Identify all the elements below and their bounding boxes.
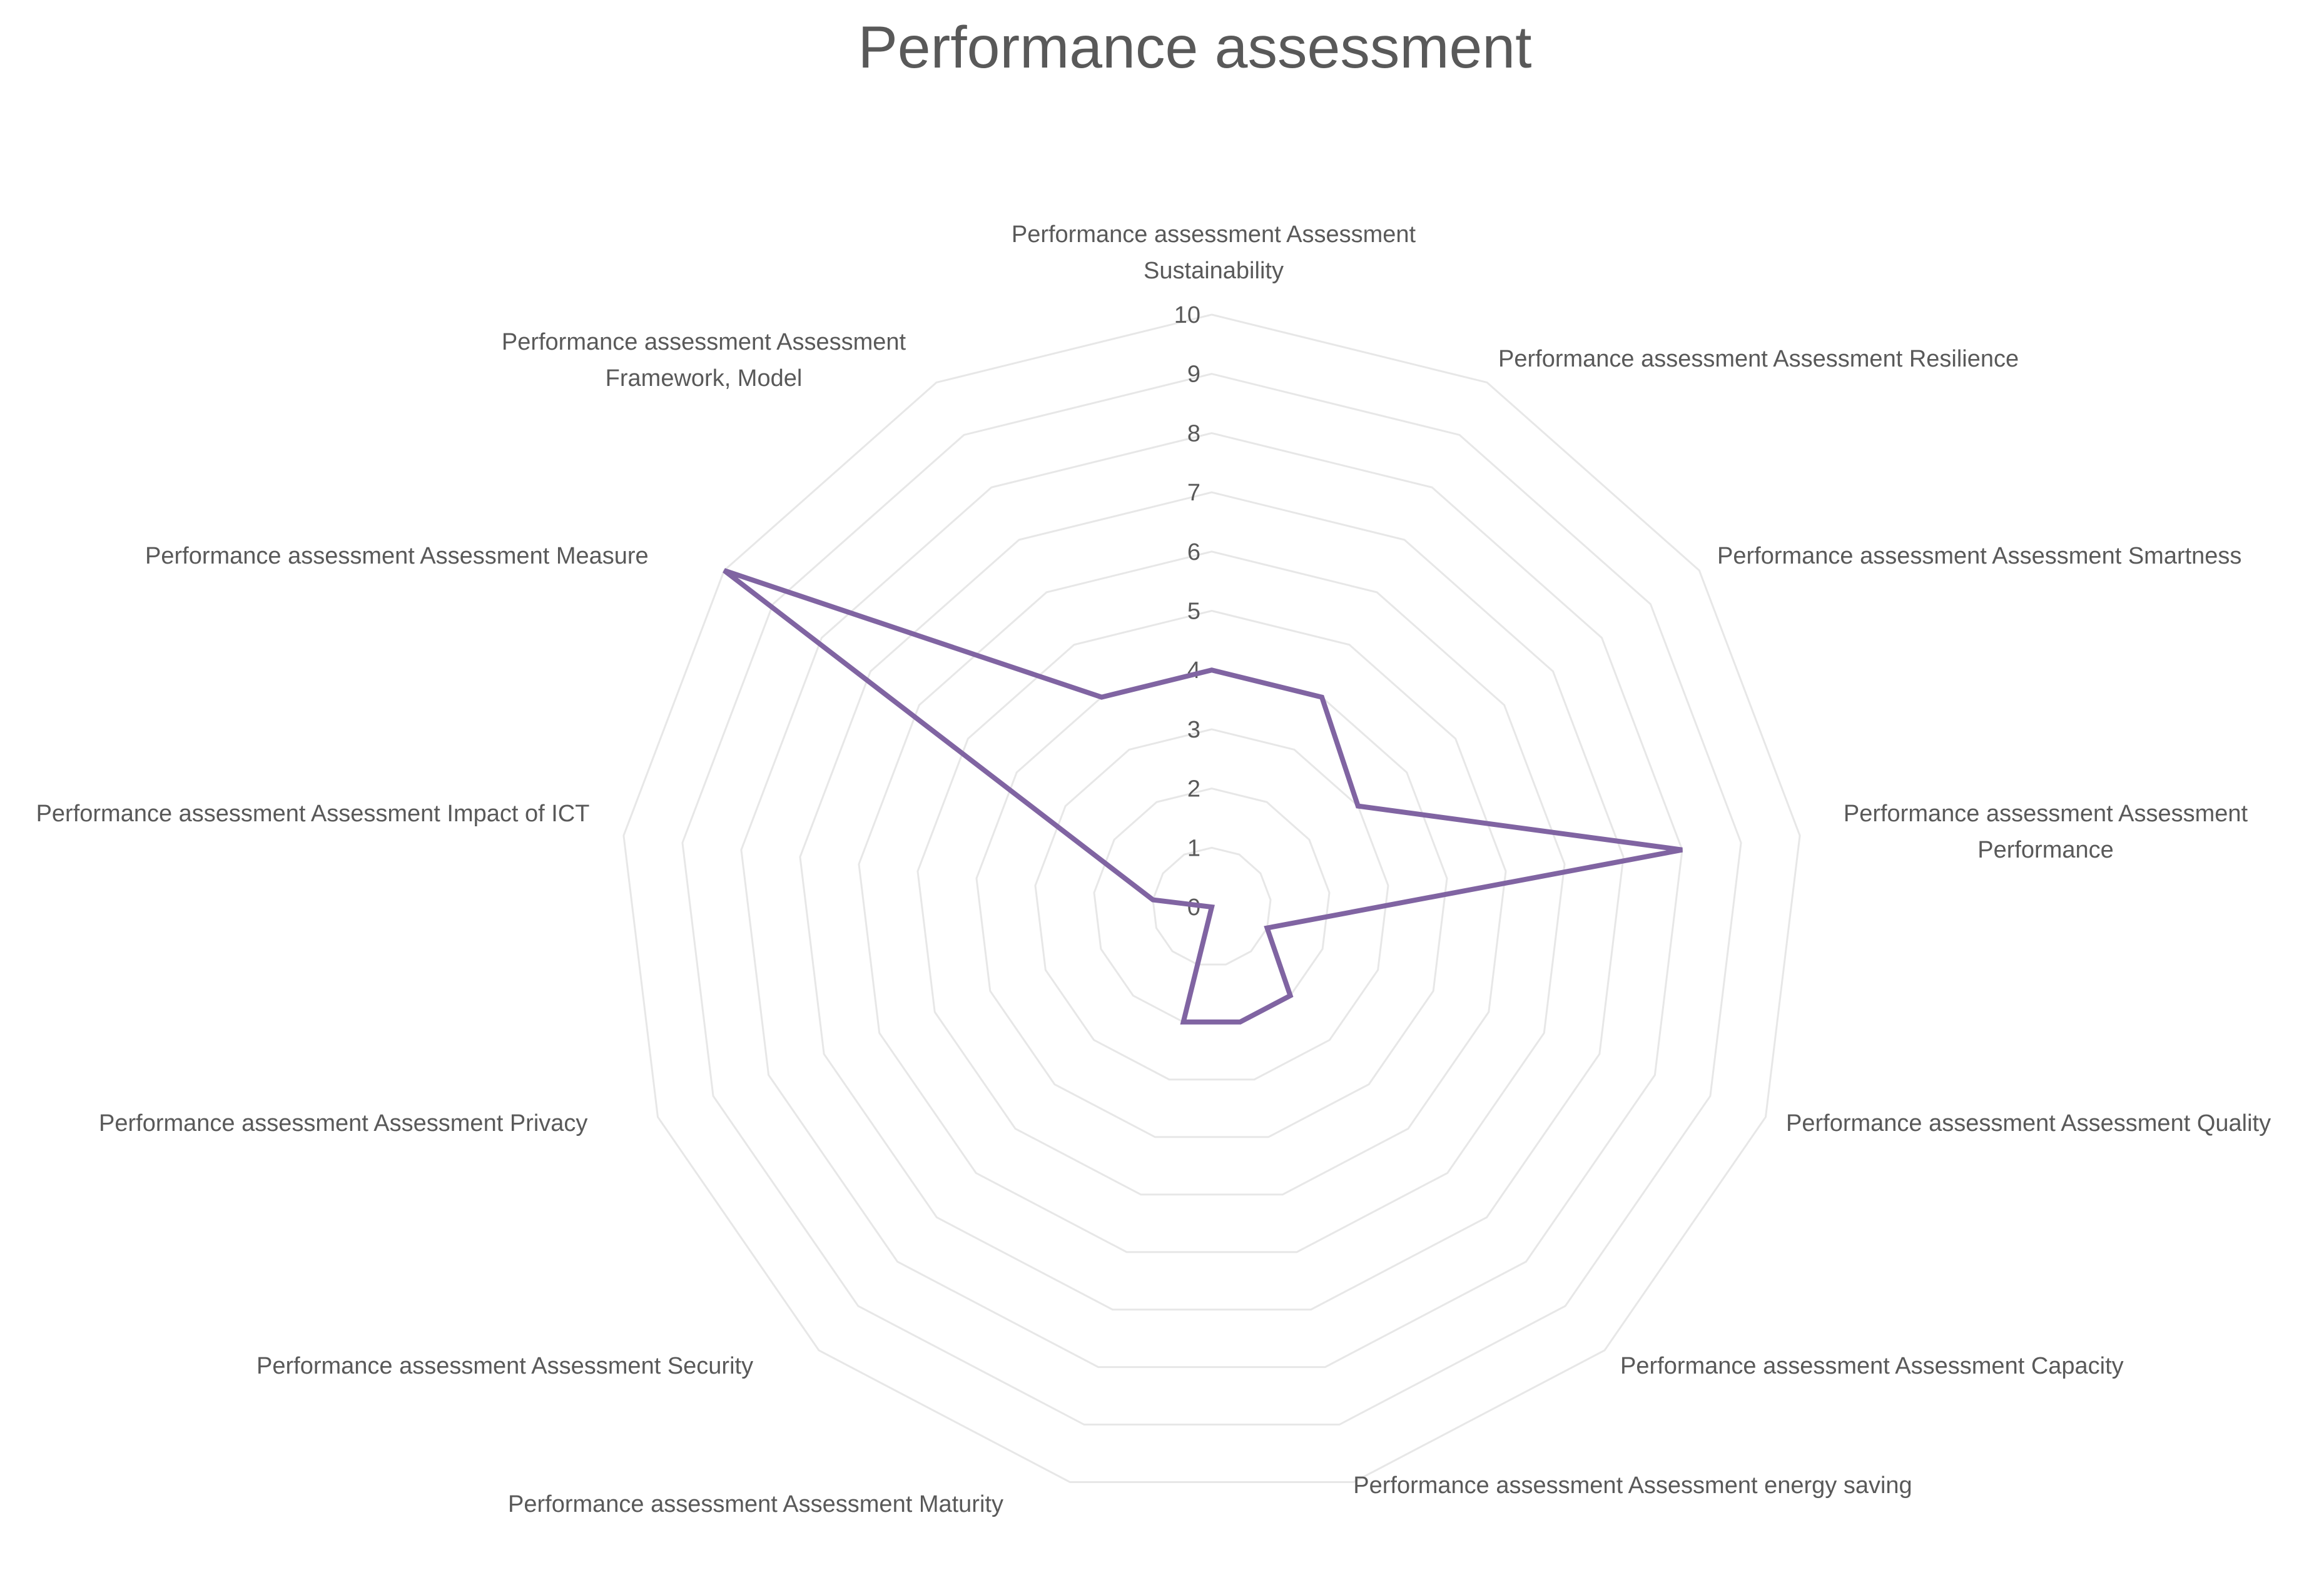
- category-label-resilience: Performance assessment Assessment Resili…: [1498, 346, 2019, 372]
- grid-ring-4: [975, 669, 1448, 1138]
- tick-label-9: 9: [1187, 362, 1200, 388]
- tick-label-2: 2: [1187, 776, 1200, 803]
- tick-label-3: 3: [1187, 717, 1200, 743]
- tick-label-8: 8: [1187, 420, 1200, 447]
- category-label-smartness: Performance assessment Assessment Smartn…: [1717, 543, 2242, 569]
- tick-layer: 0 1 2 3 4 5 6 7 8 9 10: [1174, 302, 1200, 921]
- chart-title: Performance assessment: [858, 14, 1532, 81]
- tick-label-10: 10: [1174, 302, 1200, 328]
- category-label-capacity: Performance assessment Assessment Capaci…: [1620, 1353, 2124, 1379]
- grid-ring-7: [799, 491, 1625, 1311]
- grid-ring-9: [681, 373, 1742, 1426]
- category-label-impact-of-ict: Performance assessment Assessment Impact…: [36, 801, 590, 827]
- category-label-privacy: Performance assessment Assessment Privac…: [99, 1110, 588, 1137]
- grid-ring-6: [858, 550, 1566, 1253]
- tick-label-5: 5: [1187, 599, 1200, 625]
- category-label-quality: Performance assessment Assessment Qualit…: [1786, 1110, 2271, 1137]
- series-line-0: [723, 568, 1683, 1025]
- tick-label-0: 0: [1187, 894, 1200, 921]
- category-label-maturity: Performance assessment Assessment Maturi…: [508, 1491, 1003, 1517]
- grid-ring-3: [1034, 728, 1389, 1081]
- category-label-performance: Performance assessment Assessment Perfor…: [1843, 801, 2248, 863]
- tick-label-1: 1: [1187, 835, 1200, 861]
- category-label-sustainability: Performance assessment Assessment Sustai…: [1011, 221, 1416, 284]
- grid-ring-10: [622, 313, 1801, 1483]
- tick-label-7: 7: [1187, 480, 1200, 506]
- grid-ring-8: [740, 432, 1683, 1369]
- category-label-security: Performance assessment Assessment Securi…: [256, 1353, 754, 1379]
- category-label-measure: Performance assessment Assessment Measur…: [145, 543, 649, 569]
- series-layer: [723, 568, 1683, 1025]
- tick-label-4: 4: [1187, 657, 1200, 684]
- category-label-energy-saving: Performance assessment Assessment energy…: [1353, 1472, 1912, 1499]
- grid-layer: [622, 313, 1801, 1483]
- category-label-framework-model: Performance assessment Assessment Framew…: [501, 329, 906, 392]
- tick-label-6: 6: [1187, 539, 1200, 565]
- grid-ring-5: [916, 609, 1507, 1196]
- grid-ring-1: [1152, 846, 1272, 966]
